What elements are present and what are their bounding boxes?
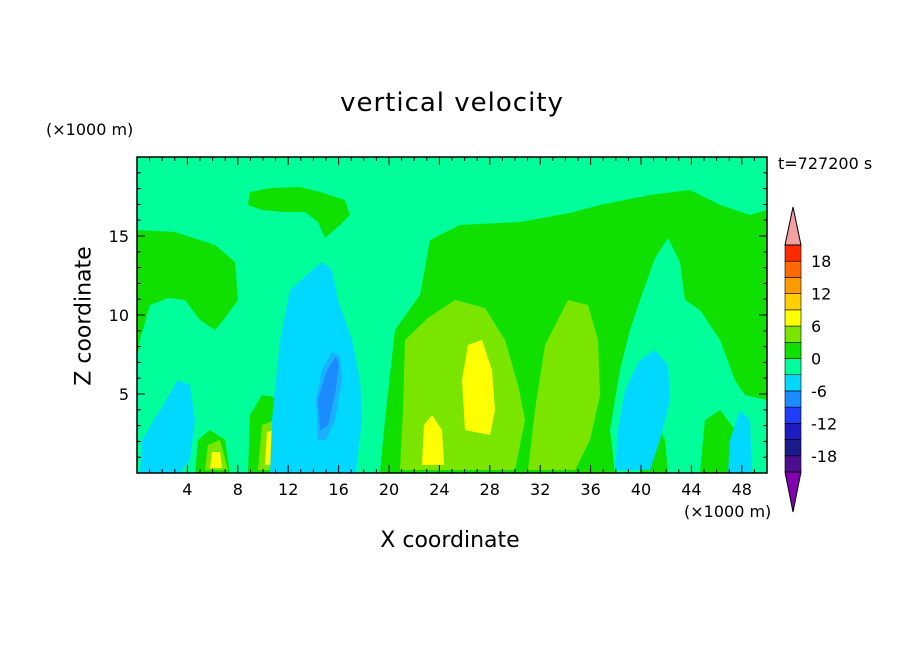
x-tick-label: 40 <box>631 480 651 499</box>
x-axis: 4 8 12 16 20 24 28 32 36 40 44 48 <box>149 157 755 499</box>
chart-title: vertical velocity <box>340 88 564 118</box>
colorbar-band <box>784 439 802 457</box>
x-tick-label: 24 <box>429 480 449 499</box>
yellowgreen-region-right <box>528 300 600 470</box>
colorbar-tick-label: 6 <box>811 317 821 336</box>
yellow-region-low <box>422 415 444 465</box>
colorbar-band <box>784 455 802 473</box>
x-tick-label: 36 <box>580 480 600 499</box>
y-axis: 5 10 15 <box>109 172 767 458</box>
y-axis-label: Z coordinate <box>71 246 97 386</box>
colorbar-band <box>784 406 802 424</box>
plot-area <box>137 157 767 473</box>
colorbar-band <box>784 309 802 327</box>
x-tick-label: 12 <box>278 480 298 499</box>
x-tick-label: 16 <box>328 480 348 499</box>
colorbar-band <box>784 390 802 408</box>
x-tick-label: 32 <box>530 480 550 499</box>
negative-region-left <box>140 380 195 473</box>
colorbar-band <box>784 358 802 376</box>
time-label: t=727200 s <box>778 154 873 173</box>
colorbar-max-arrow <box>784 206 802 246</box>
colorbar-tick-label: 12 <box>811 285 831 304</box>
x-tick-label: 28 <box>480 480 500 499</box>
colorbar-band <box>784 244 802 262</box>
yellow-region-main <box>462 340 495 435</box>
colorbar-band <box>784 293 802 311</box>
colorbar-band <box>784 341 802 359</box>
colorbar-band <box>784 277 802 294</box>
colorbar-band <box>784 374 802 392</box>
positive-region-upper-cloud <box>248 187 350 238</box>
colorbar-tick-label: -6 <box>811 382 827 401</box>
colorbar: 18 12 6 0 -6 -12 -18 <box>784 206 837 513</box>
colorbar-min-arrow <box>784 471 802 513</box>
y-tick-label: 5 <box>119 385 129 404</box>
x-tick-label: 8 <box>233 480 243 499</box>
x-tick-label: 44 <box>681 480 701 499</box>
y-tick-label: 15 <box>109 227 129 246</box>
colorbar-band <box>784 325 802 343</box>
y-tick-label: 10 <box>109 306 129 325</box>
yellow-region-small <box>210 452 222 468</box>
colorbar-band <box>784 260 802 278</box>
negative-region-right <box>615 350 670 470</box>
colorbar-tick-label: -12 <box>811 414 837 433</box>
colorbar-tick-label: 0 <box>811 350 821 369</box>
x-tick-label: 20 <box>379 480 399 499</box>
x-tick-label: 4 <box>182 480 192 499</box>
colorbar-tick-label: -18 <box>811 447 837 466</box>
x-axis-unit: (×1000 m) <box>684 502 772 521</box>
colorbar-band <box>784 423 802 440</box>
x-axis-label: X coordinate <box>380 528 520 553</box>
colorbar-tick-label: 18 <box>811 252 831 271</box>
negative-core-inner <box>318 356 339 430</box>
positive-region-top-left <box>137 230 238 360</box>
y-axis-unit: (×1000 m) <box>46 120 134 139</box>
negative-region-central <box>270 262 362 473</box>
negative-region-far-right <box>728 410 752 473</box>
x-tick-label: 48 <box>732 480 752 499</box>
